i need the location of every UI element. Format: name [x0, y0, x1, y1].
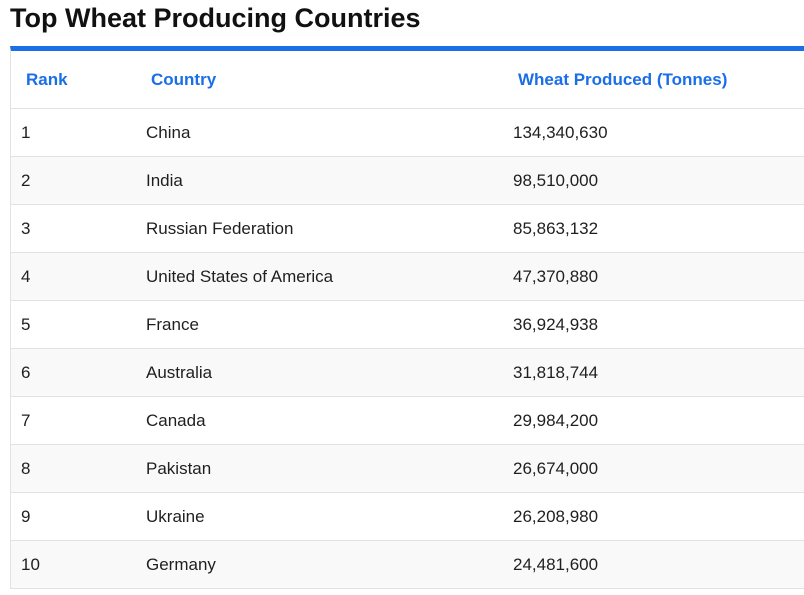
- rank-cell: 2: [11, 156, 136, 205]
- table-row: 1 China 134,340,630: [11, 108, 804, 157]
- rank-cell: 5: [11, 300, 136, 349]
- country-cell: India: [136, 156, 503, 205]
- rank-cell: 6: [11, 348, 136, 397]
- table-row: 3 Russian Federation 85,863,132: [11, 204, 804, 253]
- country-cell: Canada: [136, 396, 503, 445]
- wheat-table: Rank Country Wheat Produced (Tonnes) 1 C…: [11, 51, 804, 589]
- country-cell: United States of America: [136, 252, 503, 301]
- country-cell: China: [136, 108, 503, 157]
- rank-cell: 9: [11, 492, 136, 541]
- country-cell: Germany: [136, 540, 503, 589]
- wheat-cell: 26,674,000: [503, 444, 804, 493]
- table-row: 9 Ukraine 26,208,980: [11, 492, 804, 541]
- column-header-rank: Rank: [11, 51, 136, 109]
- country-cell: France: [136, 300, 503, 349]
- page-title: Top Wheat Producing Countries: [10, 3, 421, 33]
- country-cell: Ukraine: [136, 492, 503, 541]
- table-row: 5 France 36,924,938: [11, 300, 804, 349]
- wheat-cell: 26,208,980: [503, 492, 804, 541]
- wheat-cell: 85,863,132: [503, 204, 804, 253]
- country-cell: Australia: [136, 348, 503, 397]
- rank-cell: 4: [11, 252, 136, 301]
- table-row: 6 Australia 31,818,744: [11, 348, 804, 397]
- wheat-cell: 29,984,200: [503, 396, 804, 445]
- wheat-cell: 98,510,000: [503, 156, 804, 205]
- table-row: 2 India 98,510,000: [11, 156, 804, 205]
- table-row: 8 Pakistan 26,674,000: [11, 444, 804, 493]
- wheat-cell: 134,340,630: [503, 108, 804, 157]
- rank-cell: 1: [11, 108, 136, 157]
- country-cell: Pakistan: [136, 444, 503, 493]
- wheat-cell: 36,924,938: [503, 300, 804, 349]
- rank-cell: 10: [11, 540, 136, 589]
- table-row: 7 Canada 29,984,200: [11, 396, 804, 445]
- wheat-cell: 31,818,744: [503, 348, 804, 397]
- table-row: 4 United States of America 47,370,880: [11, 252, 804, 301]
- rank-cell: 7: [11, 396, 136, 445]
- table-row: 10 Germany 24,481,600: [11, 540, 804, 589]
- country-cell: Russian Federation: [136, 204, 503, 253]
- rank-cell: 8: [11, 444, 136, 493]
- column-header-country: Country: [136, 51, 503, 109]
- column-header-wheat: Wheat Produced (Tonnes): [503, 51, 804, 109]
- wheat-table-container: Rank Country Wheat Produced (Tonnes) 1 C…: [10, 46, 804, 589]
- wheat-cell: 24,481,600: [503, 540, 804, 589]
- rank-cell: 3: [11, 204, 136, 253]
- wheat-cell: 47,370,880: [503, 252, 804, 301]
- table-header-row: Rank Country Wheat Produced (Tonnes): [11, 51, 804, 109]
